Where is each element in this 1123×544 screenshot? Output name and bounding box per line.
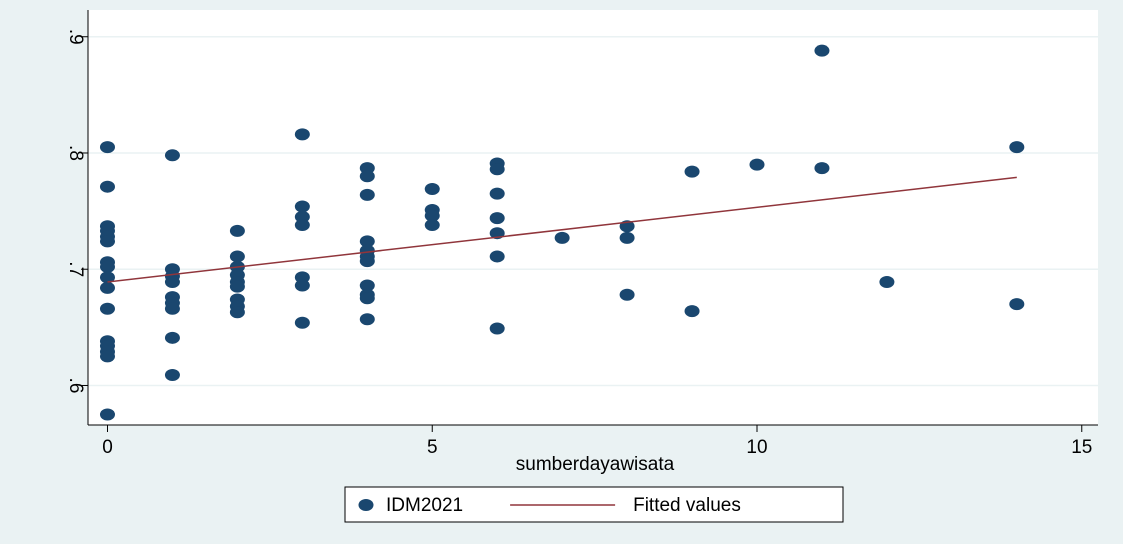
point (164, 276, 180, 289)
point (489, 250, 505, 263)
x-tick-label: 15 (1071, 437, 1092, 458)
y-tick-label: .6 (65, 378, 86, 394)
point (164, 331, 180, 344)
y-tick-label: .7 (65, 261, 86, 277)
legend-marker (358, 499, 374, 511)
point (619, 288, 635, 301)
y-tick-label: .9 (65, 29, 86, 45)
point (99, 408, 115, 421)
point (99, 180, 115, 193)
legend-label: Fitted values (633, 495, 741, 516)
point (294, 200, 310, 213)
point (99, 281, 115, 294)
legend-label: IDM2021 (386, 495, 463, 516)
point (424, 209, 440, 222)
point (164, 149, 180, 162)
point (99, 260, 115, 273)
y-tick-label: .8 (65, 145, 86, 161)
point (489, 212, 505, 225)
x-tick-label: 10 (746, 437, 767, 458)
point (424, 219, 440, 232)
point (489, 163, 505, 176)
point (294, 219, 310, 232)
point (359, 292, 375, 305)
point (814, 44, 830, 57)
point (554, 231, 570, 244)
point (164, 302, 180, 315)
point (424, 183, 440, 196)
point (749, 158, 765, 171)
point (619, 231, 635, 244)
point (229, 280, 245, 293)
point (229, 306, 245, 319)
point (294, 128, 310, 141)
point (99, 350, 115, 363)
x-tick-label: 5 (427, 437, 438, 458)
point (359, 170, 375, 183)
point (229, 250, 245, 263)
plot-area (88, 10, 1098, 425)
point (164, 369, 180, 382)
point (359, 235, 375, 248)
point (1009, 141, 1025, 154)
point (294, 316, 310, 329)
point (99, 271, 115, 284)
point (684, 165, 700, 178)
point (99, 141, 115, 154)
point (359, 188, 375, 201)
point (1009, 298, 1025, 311)
point (814, 162, 830, 175)
x-tick-label: 0 (102, 437, 113, 458)
point (294, 279, 310, 292)
fit-line (107, 176, 1017, 283)
point (489, 322, 505, 335)
point (489, 187, 505, 200)
point (684, 305, 700, 318)
point (229, 224, 245, 237)
point (359, 313, 375, 326)
point (359, 279, 375, 292)
point (879, 276, 895, 289)
point (99, 302, 115, 315)
point (99, 235, 115, 248)
x-axis-title: sumberdayawisata (516, 454, 675, 475)
point (359, 255, 375, 268)
